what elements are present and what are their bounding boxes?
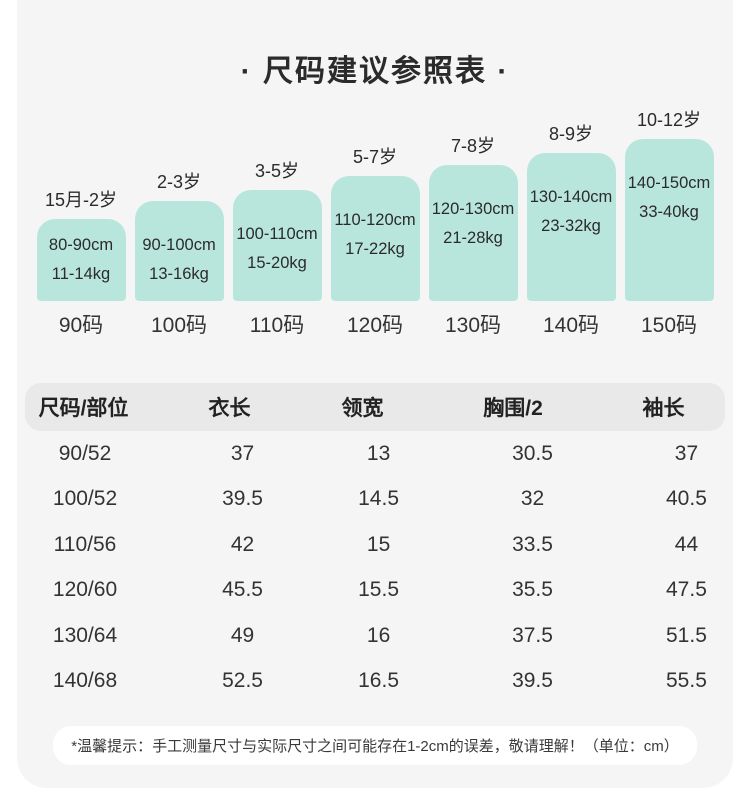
weight-range: 15-20kg [247, 254, 307, 272]
size-bars-chart: 15月-2岁 80-90cm 11-14kg 90码 2-3岁 90-100cm… [17, 106, 733, 339]
age-label: 8-9岁 [548, 124, 593, 144]
weight-range: 13-16kg [149, 265, 209, 283]
age-label: 3-5岁 [254, 161, 299, 181]
height-range: 140-150cm [627, 174, 711, 192]
table-cell: 35.5 [512, 578, 553, 602]
table-cell: 120/60 [52, 578, 118, 602]
height-range: 80-90cm [48, 236, 114, 254]
size-bar: 130-140cm 23-32kg [526, 153, 616, 301]
table-cell: 90/52 [58, 441, 112, 465]
table-cell: 42 [230, 532, 255, 556]
bar-column-120: 5-7岁 110-120cm 17-22kg 120码 [330, 143, 420, 339]
table-cell: 39.5 [512, 669, 553, 693]
weight-range: 23-32kg [541, 217, 601, 235]
age-label: 2-3岁 [156, 172, 201, 192]
header-cell-length: 衣长 [208, 397, 251, 420]
header-cell-sleeve: 袖长 [642, 397, 685, 420]
height-range: 100-110cm [236, 225, 318, 243]
table-row: 120/60 45.5 15.5 35.5 47.5 [17, 568, 733, 614]
age-label: 10-12岁 [636, 110, 702, 130]
table-cell: 33.5 [512, 532, 553, 556]
measurement-table: 尺码/部位 衣长 领宽 胸围/2 袖长 90/52 37 13 30.5 37 … [17, 383, 733, 704]
bar-column-110: 3-5岁 100-110cm 15-20kg 110码 [232, 157, 322, 339]
table-cell: 40.5 [666, 487, 707, 511]
table-row: 110/56 42 15 33.5 44 [17, 522, 733, 568]
size-bar: 80-90cm 11-14kg [36, 219, 126, 301]
size-code-label: 110码 [249, 314, 305, 337]
size-code-label: 140码 [542, 314, 600, 337]
table-cell: 100/52 [52, 487, 118, 511]
table-cell: 47.5 [666, 578, 707, 602]
bar-column-100: 2-3岁 90-100cm 13-16kg 100码 [134, 168, 224, 339]
table-cell: 14.5 [358, 487, 399, 511]
header-cell-neck-width: 领宽 [341, 397, 384, 420]
age-label: 15月-2岁 [44, 190, 118, 210]
size-bar: 110-120cm 17-22kg [330, 176, 420, 301]
bar-column-130: 7-8岁 120-130cm 21-28kg 130码 [428, 132, 518, 339]
table-cell: 45.5 [222, 578, 263, 602]
size-code-label: 120码 [346, 314, 404, 337]
table-cell: 32 [520, 487, 545, 511]
size-bar: 120-130cm 21-28kg [428, 165, 518, 301]
header-cell-size: 尺码/部位 [38, 397, 129, 420]
table-cell: 37.5 [512, 623, 553, 647]
size-bar: 140-150cm 33-40kg [624, 139, 714, 301]
table-cell: 55.5 [666, 669, 707, 693]
size-bar: 90-100cm 13-16kg [134, 201, 224, 301]
table-cell: 39.5 [222, 487, 263, 511]
table-row: 90/52 37 13 30.5 37 [17, 431, 733, 477]
table-cell: 16.5 [358, 669, 399, 693]
bar-column-150: 10-12岁 140-150cm 33-40kg 150码 [624, 106, 714, 339]
size-chart-card: · 尺码建议参照表 · 15月-2岁 80-90cm 11-14kg 90码 2… [17, 0, 733, 788]
table-row: 140/68 52.5 16.5 39.5 55.5 [17, 659, 733, 705]
weight-range: 11-14kg [51, 265, 111, 283]
table-cell: 16 [366, 623, 391, 647]
size-code-label: 130码 [444, 314, 502, 337]
table-cell: 110/56 [53, 532, 117, 556]
size-bar: 100-110cm 15-20kg [232, 190, 322, 301]
table-cell: 15.5 [358, 578, 399, 602]
table-cell: 49 [230, 623, 255, 647]
footer-note-row: *温馨提示：手工测量尺寸与实际尺寸之间可能存在1-2cm的误差，敬请理解！（单位… [17, 726, 733, 765]
page-title: · 尺码建议参照表 · [240, 55, 510, 88]
table-header-row: 尺码/部位 衣长 领宽 胸围/2 袖长 [25, 383, 725, 431]
age-label: 5-7岁 [352, 147, 397, 167]
bar-column-140: 8-9岁 130-140cm 23-32kg 140码 [526, 120, 616, 339]
size-code-label: 150码 [640, 314, 698, 337]
footer-note: *温馨提示：手工测量尺寸与实际尺寸之间可能存在1-2cm的误差，敬请理解！（单位… [53, 726, 697, 765]
weight-range: 21-28kg [443, 229, 503, 247]
size-code-label: 100码 [150, 314, 208, 337]
weight-range: 17-22kg [345, 240, 405, 258]
table-cell: 37 [230, 441, 255, 465]
table-cell: 51.5 [666, 623, 707, 647]
height-range: 90-100cm [142, 236, 216, 254]
table-cell: 52.5 [222, 669, 263, 693]
height-range: 130-140cm [529, 188, 613, 206]
header-cell-half-chest: 胸围/2 [483, 397, 543, 420]
table-cell: 44 [674, 532, 699, 556]
table-row: 130/64 49 16 37.5 51.5 [17, 613, 733, 659]
height-range: 110-120cm [334, 211, 416, 229]
bar-column-90: 15月-2岁 80-90cm 11-14kg 90码 [36, 186, 126, 339]
table-row: 100/52 39.5 14.5 32 40.5 [17, 477, 733, 523]
table-cell: 140/68 [52, 669, 118, 693]
age-label: 7-8岁 [450, 136, 495, 156]
table-cell: 15 [366, 532, 391, 556]
table-cell: 30.5 [512, 441, 553, 465]
size-code-label: 90码 [58, 314, 104, 337]
table-cell: 37 [674, 441, 699, 465]
table-cell: 13 [366, 441, 391, 465]
height-range: 120-130cm [431, 200, 515, 218]
weight-range: 33-40kg [639, 203, 699, 221]
table-cell: 130/64 [52, 623, 118, 647]
